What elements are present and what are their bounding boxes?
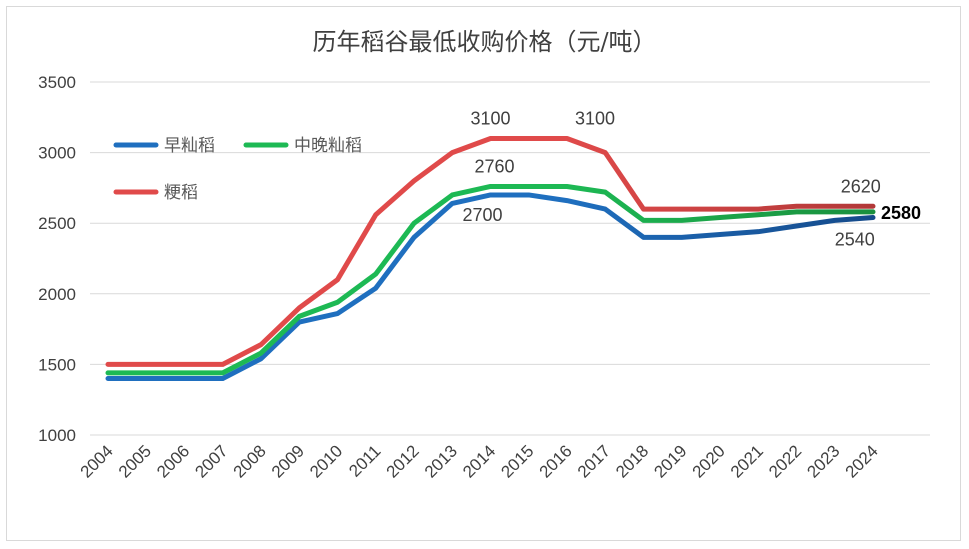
y-tick-label-3000: 3000 xyxy=(38,144,76,163)
y-tick-label-1500: 1500 xyxy=(38,355,76,374)
y-tick-label-2000: 2000 xyxy=(38,285,76,304)
x-tick-label-2016: 2016 xyxy=(536,441,576,481)
legend-label-中晚籼稻: 中晚籼稻 xyxy=(294,136,362,156)
x-tick-label-2012: 2012 xyxy=(383,441,423,481)
legend-label-早籼稻: 早籼稻 xyxy=(164,136,215,156)
chart-title: 历年稻谷最低收购价格（元/吨） xyxy=(312,28,657,56)
x-tick-label-2004: 2004 xyxy=(77,441,117,481)
x-tick-label-2014: 2014 xyxy=(459,441,499,481)
y-tick-label-2500: 2500 xyxy=(38,214,76,233)
x-tick-label-2024: 2024 xyxy=(842,441,882,481)
series-line-早籼稻 xyxy=(105,192,876,382)
x-tick-label-2006: 2006 xyxy=(153,441,193,481)
x-tick-label-2022: 2022 xyxy=(765,441,805,481)
x-tick-label-2009: 2009 xyxy=(268,441,308,481)
x-tick-label-2007: 2007 xyxy=(191,441,231,481)
series-line-粳稻 xyxy=(105,135,876,367)
data-label-2014-2700: 2700 xyxy=(462,205,502,225)
x-tick-label-2015: 2015 xyxy=(497,441,537,481)
data-label-2024-2580: 2580 xyxy=(881,203,921,223)
chart-frame xyxy=(6,6,961,541)
x-tick-label-2010: 2010 xyxy=(306,441,346,481)
x-tick-label-2017: 2017 xyxy=(574,441,614,481)
x-tick-label-2020: 2020 xyxy=(689,441,729,481)
data-label-2014-2760: 2760 xyxy=(474,156,514,176)
x-tick-label-2011: 2011 xyxy=(345,441,384,480)
data-label-2016-3100: 3100 xyxy=(575,108,615,128)
y-tick-label-3500: 3500 xyxy=(38,73,76,92)
x-tick-label-2021: 2021 xyxy=(727,441,767,481)
data-label-2023-2620: 2620 xyxy=(841,176,881,196)
y-tick-label-1000: 1000 xyxy=(38,426,76,445)
x-tick-label-2023: 2023 xyxy=(803,441,843,481)
series-line-中晚籼稻 xyxy=(105,183,876,376)
data-label-2014-3100: 3100 xyxy=(470,108,510,128)
data-label-2023-2540: 2540 xyxy=(835,230,875,250)
x-tick-label-2018: 2018 xyxy=(612,441,652,481)
x-tick-label-2013: 2013 xyxy=(421,441,461,481)
x-tick-label-2005: 2005 xyxy=(115,441,155,481)
x-tick-label-2019: 2019 xyxy=(650,441,690,481)
legend-label-粳稻: 粳稻 xyxy=(164,183,198,203)
x-tick-label-2008: 2008 xyxy=(230,441,270,481)
